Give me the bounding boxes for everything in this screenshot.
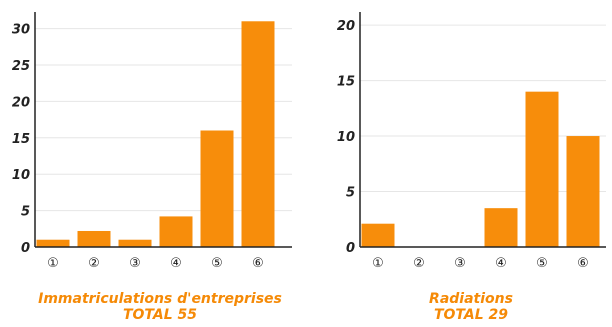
chart-2-category-label: ③ — [454, 256, 466, 271]
chart-2-bar — [361, 223, 395, 247]
chart-1-bar — [118, 239, 152, 247]
chart-1-bar — [159, 216, 193, 247]
chart-2-category-label: ⑥ — [577, 256, 589, 271]
chart-1-bar — [241, 21, 275, 247]
chart-2-category-label: ② — [413, 256, 425, 271]
chart-1-bar — [77, 230, 111, 247]
chart-2-category-label: ④ — [495, 256, 507, 271]
chart-1-category-label: ③ — [129, 256, 141, 271]
chart-2-caption: Radiations TOTAL 29 — [330, 291, 612, 323]
chart-2-category-label: ① — [372, 256, 384, 271]
chart-1-ytick-label: 30 — [12, 23, 30, 38]
chart-1-ytick-label: 15 — [12, 132, 30, 147]
chart-1-caption: Immatriculations d'entreprises TOTAL 55 — [10, 291, 310, 323]
chart-2: 0 5 10 15 20 ① ② ③ ④ ⑤ ⑥ — [337, 12, 606, 271]
chart-2-subtitle: TOTAL 29 — [433, 307, 509, 323]
chart-2-ytick-label: 10 — [337, 130, 355, 145]
chart-1-bar — [200, 130, 234, 247]
chart-2-ytick-label: 15 — [337, 75, 355, 90]
chart-1-category-label: ① — [47, 256, 59, 271]
chart-1-category-label: ⑥ — [252, 256, 264, 271]
chart-1-ytick-label: 25 — [12, 59, 30, 74]
chart-2-category-label: ⑤ — [536, 256, 548, 271]
chart-1-subtitle: TOTAL 55 — [122, 307, 198, 323]
chart-2-bar — [566, 136, 600, 247]
chart-1-ytick-label: 0 — [21, 241, 30, 256]
chart-1-title: Immatriculations d'entreprises — [38, 291, 282, 307]
chart-2-bar — [525, 91, 559, 248]
chart-1-ytick-label: 5 — [21, 205, 30, 220]
chart-1-category-label: ⑤ — [211, 256, 223, 271]
chart-2-bar — [484, 208, 518, 247]
chart-2-ytick-label: 5 — [346, 186, 355, 201]
chart-1-ytick-label: 20 — [12, 95, 30, 110]
chart-2-ytick-label: 20 — [337, 19, 355, 34]
chart-1-bar — [36, 239, 70, 247]
chart-1-category-label: ② — [88, 256, 100, 271]
chart-1-category-label: ④ — [170, 256, 182, 271]
chart-1: 0 5 10 15 20 25 30 ① ② ③ ④ ⑤ ⑥ — [12, 12, 292, 271]
chart-2-ytick-label: 0 — [346, 241, 355, 256]
chart-1-ytick-label: 10 — [12, 168, 30, 183]
chart-2-title: Radiations — [429, 291, 513, 307]
